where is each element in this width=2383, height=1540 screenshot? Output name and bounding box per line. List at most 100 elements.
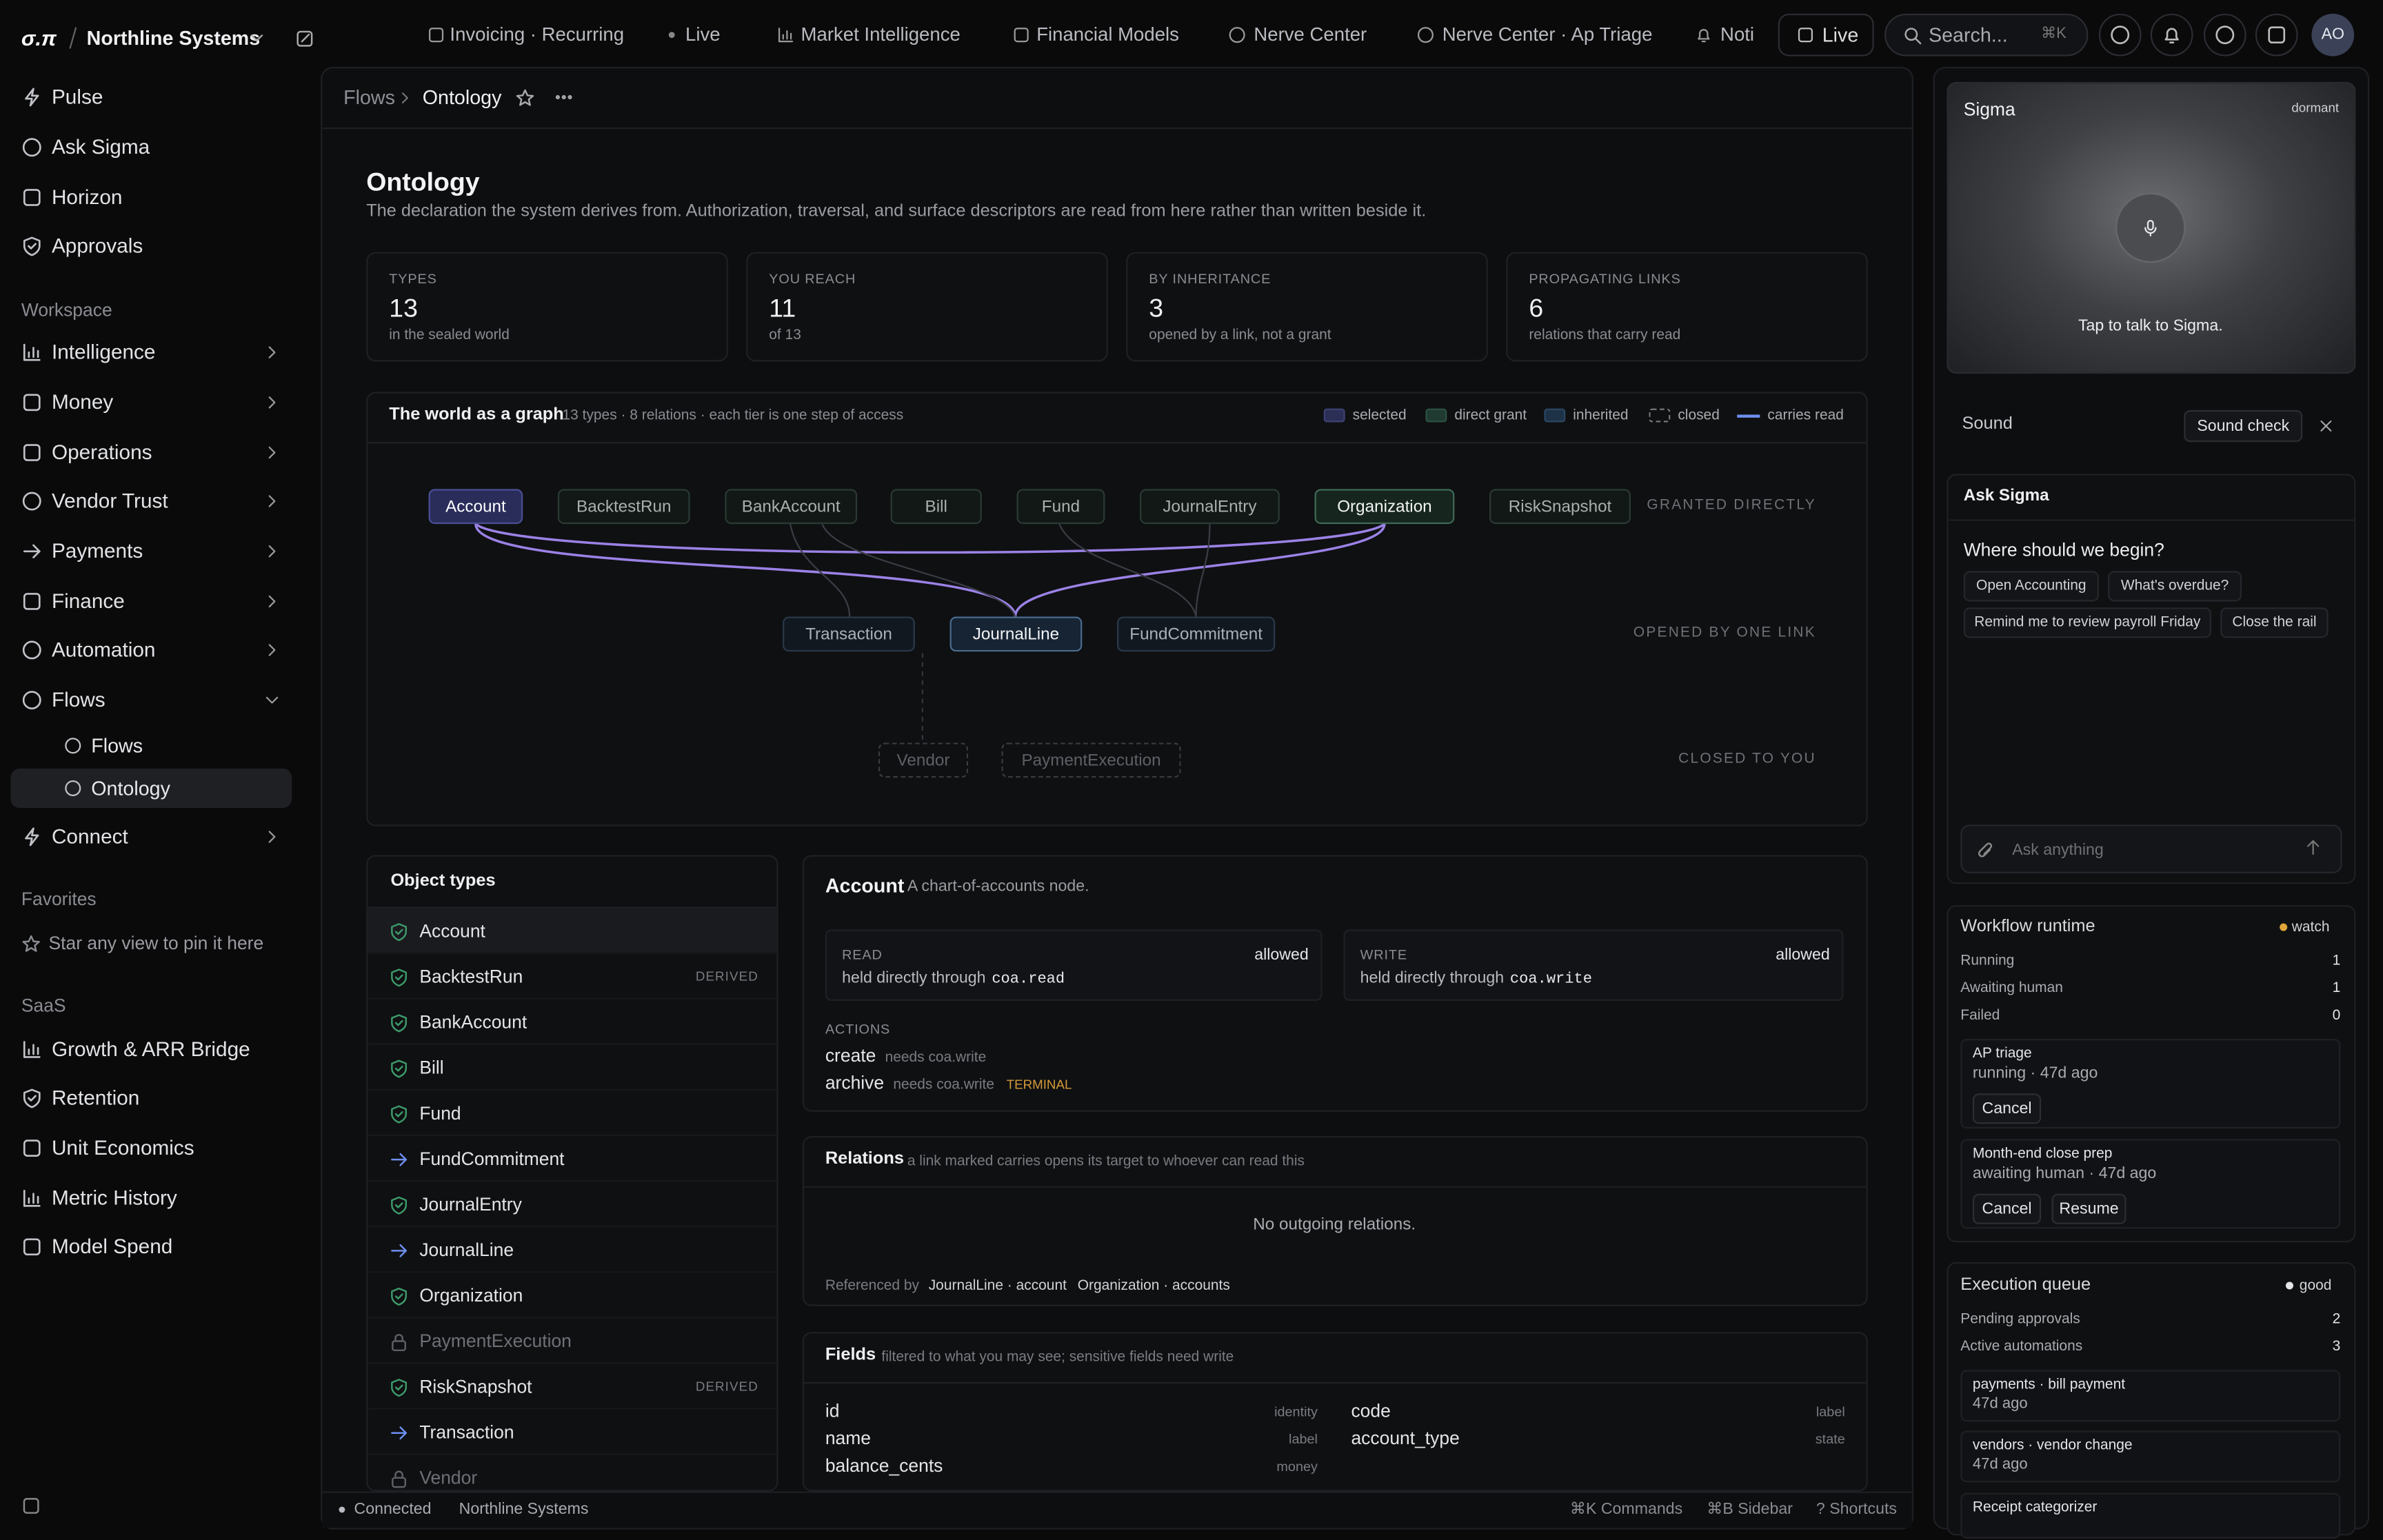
graph-node[interactable]: Vendor [878,742,969,778]
nav-tab[interactable]: Nerve Center · Ap Triage [1442,23,1653,45]
mic-button[interactable] [2115,192,2186,263]
nav-tab[interactable]: Invoicing · Recurring [450,23,625,45]
queue-item[interactable] [1960,1430,2341,1483]
object-type-row[interactable]: RiskSnapshot DERIVED [368,1364,777,1410]
nav-tab[interactable]: Market Intelligence [801,23,961,45]
graph-node[interactable]: Account [428,489,523,525]
graph-node[interactable]: PaymentExecution [1001,742,1181,778]
icon-button[interactable] [2150,13,2193,57]
metric-value: 1 [2332,952,2341,970]
divider [368,906,777,909]
icon-part [391,1059,408,1077]
org-switcher[interactable]: Northline Systems [86,26,261,50]
nav-item[interactable]: Operations [51,440,152,464]
graph-node[interactable]: BacktestRun [557,489,690,525]
icon-part [391,1195,408,1214]
object-type-row[interactable]: Organization [368,1273,777,1319]
ask-input[interactable] [1960,824,2342,873]
nav-tab[interactable]: Noti [1720,23,1755,45]
run-button[interactable]: Resume [2051,1193,2126,1224]
status-shortcut[interactable]: ⌘B Sidebar [1707,1500,1793,1519]
nav-item[interactable]: Approvals [51,234,143,257]
referenced-link[interactable]: Organization · accounts [1077,1277,1230,1295]
referenced-link[interactable]: JournalLine · account [928,1277,1067,1295]
nav-item[interactable]: Money [51,390,114,414]
object-type-row[interactable]: BankAccount [368,1000,777,1045]
legend-swatch [1544,408,1566,423]
nav-item[interactable]: Pulse [51,85,103,108]
search-placeholder[interactable]: Search... [1929,23,2008,47]
object-type-row[interactable]: JournalLine [368,1227,777,1273]
access-code: coa.read [992,972,1065,989]
graph-node[interactable]: Fund [1016,489,1105,525]
object-type-row[interactable]: Account [368,908,777,954]
graph-node[interactable]: BankAccount [725,489,858,525]
nav-item[interactable]: Vendor Trust [51,489,168,513]
icon-button[interactable] [2203,13,2246,57]
sound-check-button[interactable] [2184,409,2303,443]
icon [391,1195,408,1214]
object-type-row[interactable]: Fund [368,1091,777,1136]
nav-item[interactable]: Retention [51,1086,140,1109]
suggestion-chip[interactable] [1963,571,2099,602]
nav-tab[interactable]: Live [685,23,721,45]
object-type-row[interactable]: PaymentExecution [368,1318,777,1364]
nav-item[interactable]: Flows [51,688,105,711]
run-status: running · 47d ago [1972,1064,2098,1083]
graph-node[interactable]: Organization [1314,489,1455,525]
icon-part [2268,26,2286,44]
nav-item[interactable]: Payments [51,539,143,563]
live-button[interactable] [1778,13,1874,57]
live-label[interactable]: Live [1822,23,1859,47]
avatar[interactable] [2311,13,2355,57]
access-label: READ [842,946,883,962]
icon [23,544,41,558]
suggestion-chip[interactable] [1963,607,2211,638]
suggestion-chip[interactable] [2108,571,2242,602]
nav-item[interactable]: Model Spend [51,1235,173,1258]
nav-subitem[interactable]: Ontology [91,776,170,800]
nav-item[interactable]: Growth & ARR Bridge [51,1037,250,1061]
run-button[interactable]: Cancel [1972,1193,2042,1224]
queue-item[interactable] [1960,1370,2341,1422]
queue-item[interactable] [1960,1492,2341,1539]
graph-node[interactable]: RiskSnapshot [1489,489,1631,525]
stat-label: PROPAGATING LINKS [1529,271,1681,287]
nav-tab[interactable]: Nerve Center [1254,23,1367,45]
nav-item[interactable]: Horizon [51,185,123,209]
nav-item[interactable]: Intelligence [51,341,156,364]
icon [22,691,41,710]
nav-subitem[interactable]: Flows [91,734,143,758]
suggestion-chip[interactable] [2220,607,2329,638]
legend-line [1737,414,1760,418]
nav-item[interactable]: Ask Sigma [51,135,150,159]
graph-node[interactable]: Bill [890,489,982,525]
object-type-row[interactable]: FundCommitment [368,1136,777,1182]
graph-node[interactable]: FundCommitment [1117,616,1276,652]
object-type-row[interactable]: Vendor [368,1455,776,1490]
object-type-row[interactable]: Transaction [368,1410,777,1455]
search-box[interactable] [1884,13,2089,57]
graph-node[interactable]: Transaction [783,616,915,652]
icon-part [250,34,263,41]
relations-empty: No outgoing relations. [1253,1215,1416,1235]
status-shortcut[interactable]: ? Shortcuts [1816,1500,1897,1519]
legend-label: selected [1352,407,1407,425]
nav-item[interactable]: Metric History [51,1186,177,1210]
nav-tab[interactable]: Financial Models [1036,23,1179,45]
status-shortcut[interactable]: ⌘K Commands [1569,1500,1683,1519]
object-type-row[interactable]: BacktestRun DERIVED [368,954,777,1000]
icon-button[interactable] [2255,13,2298,57]
nav-item[interactable]: Automation [51,638,156,661]
nav-item[interactable]: Finance [51,589,125,613]
graph-node[interactable]: JournalLine [949,616,1083,652]
object-type-row[interactable]: Bill [368,1045,777,1091]
icon-part [1978,842,1993,857]
nav-item[interactable]: Unit Economics [51,1136,194,1159]
breadcrumb[interactable]: Flows [343,85,395,109]
graph-node[interactable]: JournalEntry [1140,489,1280,525]
run-button[interactable]: Cancel [1972,1093,2042,1124]
object-type-row[interactable]: JournalEntry [368,1182,777,1228]
nav-item[interactable]: Connect [51,824,128,848]
icon-button[interactable] [2098,13,2142,57]
